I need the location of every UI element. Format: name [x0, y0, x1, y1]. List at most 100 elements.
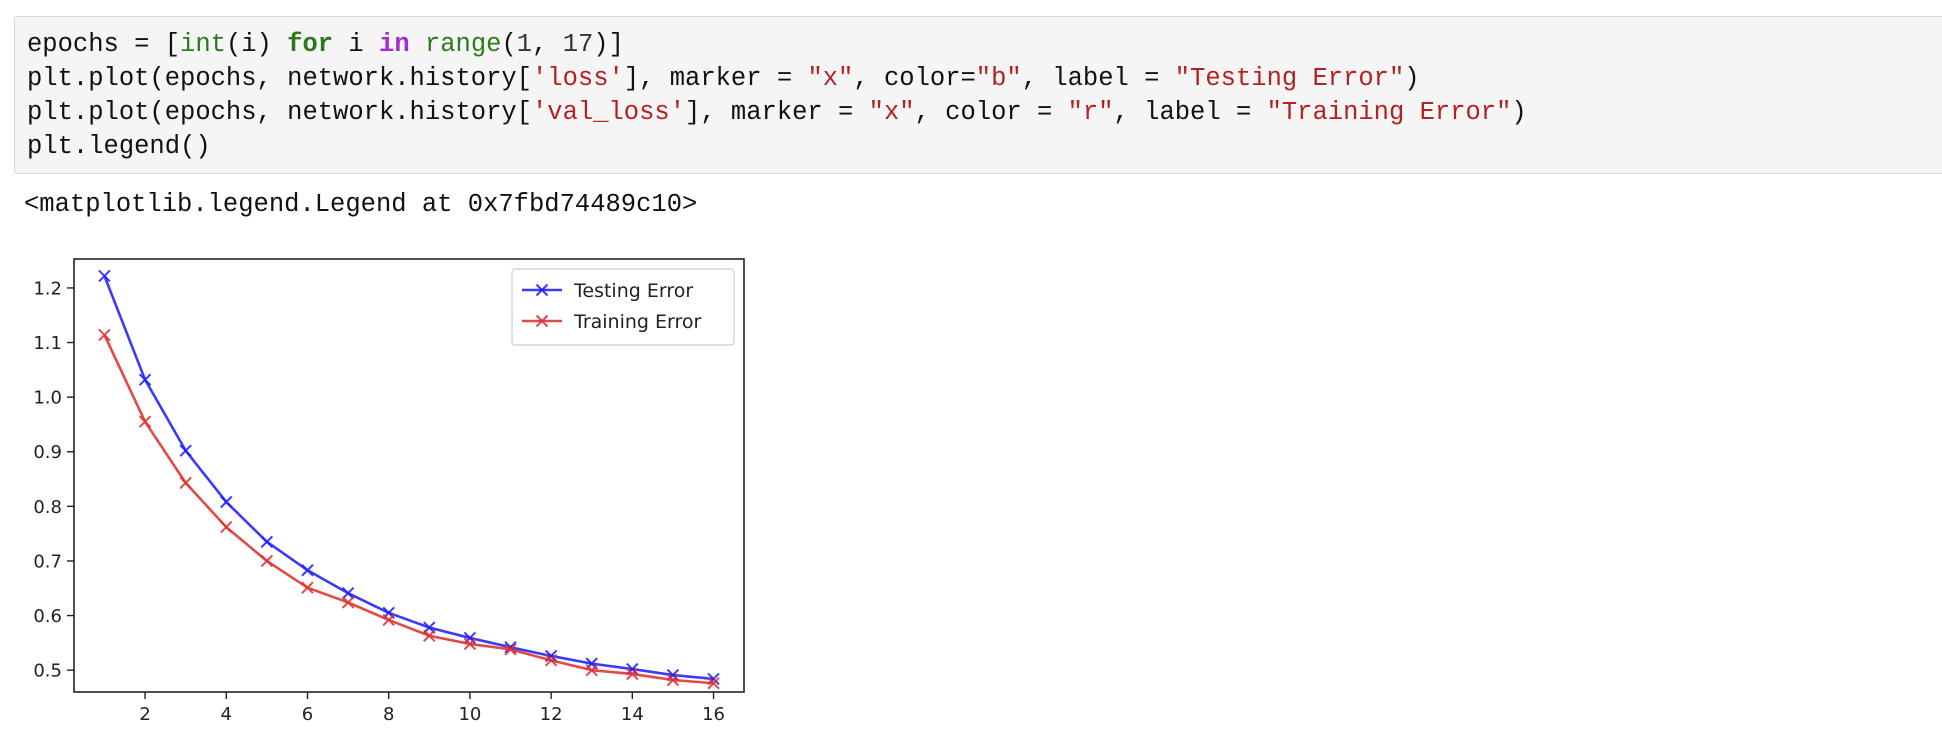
code-token: 'loss': [531, 64, 624, 93]
code-token: int: [180, 30, 226, 59]
code-cell[interactable]: epochs = [int(i) for i in range(1, 17)] …: [14, 16, 1942, 174]
data-point-marker: [260, 535, 274, 549]
x-tick-label: 14: [621, 704, 644, 725]
data-point-marker: [98, 328, 111, 342]
code-token: "r": [1067, 98, 1114, 127]
legend-marker: [535, 314, 549, 328]
data-point-marker: [98, 269, 111, 283]
series-line: [103, 275, 714, 681]
code-token: , label =: [1021, 64, 1175, 93]
marker-stroke: [220, 495, 233, 509]
line-chart: 2 4 6 8 10 12 14 16 0.5 0.6 0.7 0.8 0.9 1.0 1.1 1.2 Test…: [33, 258, 745, 725]
data-point-marker: [423, 629, 436, 642]
marker-stroke: [260, 535, 274, 549]
y-tick-label: 0.9: [33, 442, 62, 463]
data-point-marker: [138, 373, 152, 386]
data-point-marker: [341, 596, 355, 609]
marker-stroke: [301, 581, 314, 594]
data-point-marker: [463, 637, 477, 651]
code-token: )]: [593, 30, 624, 59]
marker-stroke: [179, 476, 192, 490]
legend-label: Testing Error: [573, 280, 693, 302]
y-tick-label: 0.8: [33, 497, 62, 518]
x-tick-label: 16: [702, 704, 725, 725]
data-point-marker: [382, 613, 395, 627]
code-token: , label =: [1113, 98, 1267, 127]
data-point-marker: [666, 673, 680, 687]
code-token: "x": [807, 64, 854, 93]
code-line: epochs = [int(i) for i in range(1, 17)]: [27, 30, 624, 59]
y-tick-label: 0.7: [33, 551, 62, 572]
marker-stroke: [707, 677, 720, 690]
data-point-marker: [260, 554, 274, 568]
code-token: ): [1511, 98, 1527, 127]
code-token: 'val_loss': [531, 98, 686, 127]
code-token: "Testing Error": [1174, 64, 1405, 93]
data-point-marker: [301, 564, 314, 577]
code-token: "x": [868, 98, 915, 127]
code-editor[interactable]: epochs = [int(i) for i in range(1, 17)] …: [27, 28, 1527, 164]
marker-stroke: [301, 564, 314, 577]
x-tick-label: 6: [302, 704, 313, 725]
code-token: ], marker =: [685, 98, 869, 127]
marker-stroke: [423, 629, 436, 642]
marker-stroke: [535, 314, 549, 328]
marker-stroke: [138, 415, 152, 428]
marker-stroke: [98, 269, 111, 283]
code-token: plt.plot(epochs, network.history[: [27, 98, 532, 127]
code-token: , color =: [914, 98, 1068, 127]
series-line: [103, 334, 714, 685]
code-token: plt.plot(epochs, network.history[: [27, 64, 532, 93]
data-point-marker: [504, 643, 517, 656]
code-token: epochs = [: [27, 30, 181, 59]
x-tick-label: 2: [139, 704, 150, 725]
legend-label: Training Error: [573, 311, 702, 333]
code-token: in: [379, 30, 410, 59]
data-point-marker: [626, 667, 639, 681]
code-token: range: [424, 30, 502, 59]
code-token: ,: [532, 30, 563, 59]
code-token: ], marker =: [623, 64, 808, 93]
y-tick-label: 0.5: [33, 661, 62, 682]
marker-stroke: [463, 637, 477, 651]
code-line: plt.plot(epochs, network.history['val_lo…: [27, 98, 1527, 127]
marker-stroke: [341, 586, 355, 600]
code-token: "Training Error": [1266, 98, 1512, 127]
code-token: i: [333, 30, 380, 59]
code-line: plt.legend(): [27, 132, 211, 161]
data-point-marker: [585, 663, 598, 677]
x-tick-label: 4: [221, 704, 232, 725]
marker-stroke: [220, 520, 233, 534]
code-token: (: [501, 30, 517, 59]
x-tick-label: 8: [383, 704, 394, 725]
marker-stroke: [382, 613, 395, 627]
data-point-marker: [544, 654, 558, 667]
marker-stroke: [504, 641, 517, 654]
marker-stroke: [666, 673, 680, 687]
x-tick-label: 10: [458, 704, 481, 725]
marker-stroke: [535, 283, 549, 297]
code-token: "b": [975, 64, 1022, 93]
y-tick-label: 1.1: [33, 333, 62, 354]
y-tick-label: 1.0: [33, 388, 62, 409]
cell-output-text: <matplotlib.legend.Legend at 0x7fbd74489…: [24, 190, 698, 219]
data-point-marker: [179, 444, 192, 457]
data-point-marker: [220, 495, 233, 509]
marker-stroke: [138, 373, 152, 386]
code-token: 17: [562, 30, 594, 59]
data-point-marker: [138, 415, 152, 428]
x-tick-label: 12: [540, 704, 563, 725]
y-tick-label: 0.6: [33, 606, 62, 627]
data-point-marker: [301, 581, 314, 594]
data-point-marker: [341, 586, 355, 600]
legend-marker: [535, 283, 549, 297]
marker-stroke: [626, 667, 639, 681]
data-point-marker: [707, 677, 720, 690]
code-token: for: [287, 30, 334, 59]
code-token: ): [1404, 64, 1420, 93]
code-token: 1: [516, 30, 533, 59]
code-token: [410, 30, 425, 59]
marker-stroke: [341, 596, 355, 609]
data-point-marker: [220, 520, 233, 534]
marker-stroke: [544, 654, 558, 667]
